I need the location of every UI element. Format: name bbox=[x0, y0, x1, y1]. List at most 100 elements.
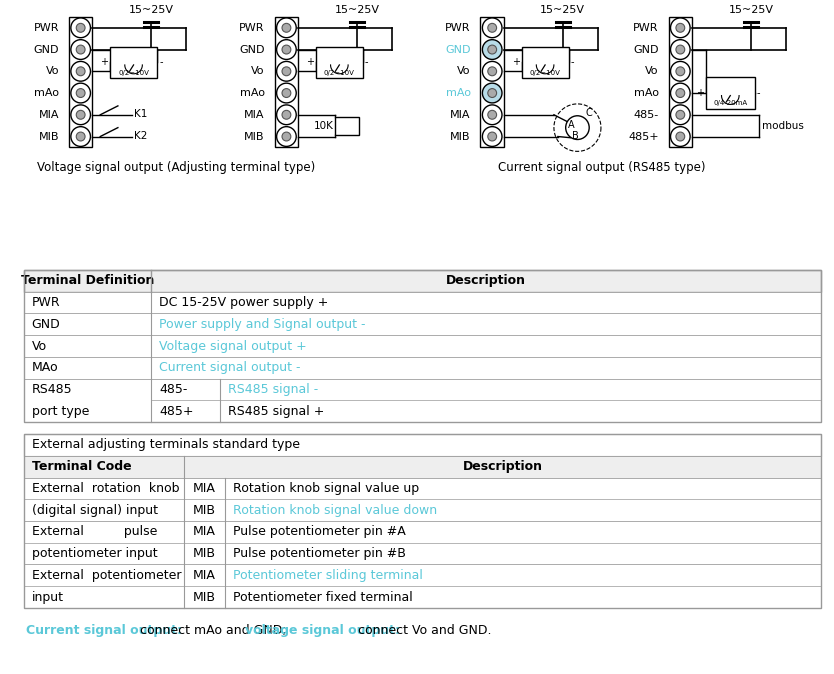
Circle shape bbox=[277, 18, 296, 38]
Circle shape bbox=[71, 40, 90, 59]
Text: Current signal output (RS485 type): Current signal output (RS485 type) bbox=[498, 161, 706, 175]
Circle shape bbox=[277, 40, 296, 59]
Text: MIA: MIA bbox=[450, 110, 470, 120]
Text: PWR: PWR bbox=[32, 296, 60, 309]
Bar bbox=[335, 117, 359, 135]
Text: +: + bbox=[696, 88, 704, 98]
Circle shape bbox=[76, 88, 85, 98]
Text: MIB: MIB bbox=[193, 590, 216, 604]
Text: 485-: 485- bbox=[634, 110, 659, 120]
Circle shape bbox=[676, 24, 685, 32]
Circle shape bbox=[671, 18, 690, 38]
Text: potentiometer input: potentiometer input bbox=[32, 547, 158, 560]
Text: Vo: Vo bbox=[646, 66, 659, 76]
Text: Vo: Vo bbox=[457, 66, 470, 76]
Bar bbox=[110, 47, 157, 78]
Circle shape bbox=[71, 127, 90, 146]
Text: 485+: 485+ bbox=[159, 405, 193, 418]
Text: +: + bbox=[100, 57, 108, 67]
Text: MIB: MIB bbox=[38, 131, 59, 142]
Text: 485+: 485+ bbox=[628, 131, 659, 142]
Text: Vo: Vo bbox=[46, 66, 59, 76]
Text: -: - bbox=[159, 57, 163, 67]
Text: Current signal output -: Current signal output - bbox=[159, 361, 300, 374]
Circle shape bbox=[76, 111, 85, 119]
Circle shape bbox=[676, 67, 685, 75]
Text: External adjusting terminals standard type: External adjusting terminals standard ty… bbox=[32, 438, 299, 452]
Text: 0/2~10V: 0/2~10V bbox=[530, 69, 560, 75]
Circle shape bbox=[76, 132, 85, 141]
Text: GND: GND bbox=[633, 44, 659, 55]
Bar bbox=[24, 357, 821, 379]
Text: Voltage signal output +: Voltage signal output + bbox=[159, 340, 307, 353]
Text: Potentiometer sliding terminal: Potentiometer sliding terminal bbox=[233, 569, 422, 582]
Text: Potentiometer fixed terminal: Potentiometer fixed terminal bbox=[233, 590, 412, 604]
Text: MIB: MIB bbox=[450, 131, 470, 142]
Text: 0/4-20mA: 0/4-20mA bbox=[713, 100, 747, 106]
Text: 15~25V: 15~25V bbox=[334, 5, 379, 15]
Text: 485-: 485- bbox=[159, 383, 188, 396]
Circle shape bbox=[488, 88, 496, 98]
Circle shape bbox=[482, 61, 502, 81]
Text: Power supply and Signal output -: Power supply and Signal output - bbox=[159, 318, 365, 331]
Bar bbox=[24, 292, 821, 313]
Circle shape bbox=[676, 132, 685, 141]
Circle shape bbox=[282, 132, 291, 141]
Text: (digital signal) input: (digital signal) input bbox=[32, 503, 158, 517]
Text: Pulse potentiometer pin #B: Pulse potentiometer pin #B bbox=[233, 547, 405, 560]
Text: Description: Description bbox=[463, 460, 542, 473]
Bar bbox=[24, 335, 821, 357]
Circle shape bbox=[482, 127, 502, 146]
Text: DC 15-25V power supply +: DC 15-25V power supply + bbox=[159, 296, 329, 309]
Text: External          pulse: External pulse bbox=[32, 525, 157, 539]
Text: MIA: MIA bbox=[193, 482, 215, 495]
Text: MIA: MIA bbox=[244, 110, 265, 120]
Text: mAo: mAo bbox=[34, 88, 59, 98]
Text: 0/2~10V: 0/2~10V bbox=[324, 69, 354, 75]
Bar bbox=[24, 565, 821, 608]
Text: MIA: MIA bbox=[38, 110, 59, 120]
Circle shape bbox=[282, 24, 291, 32]
Text: PWR: PWR bbox=[33, 23, 59, 33]
Text: Terminal Definition: Terminal Definition bbox=[21, 274, 154, 287]
Text: A: A bbox=[568, 120, 575, 129]
Text: MIA: MIA bbox=[193, 569, 215, 582]
Circle shape bbox=[671, 83, 690, 103]
Bar bbox=[706, 78, 755, 109]
Circle shape bbox=[482, 18, 502, 38]
Circle shape bbox=[671, 61, 690, 81]
Text: GND: GND bbox=[445, 44, 470, 55]
Text: Vo: Vo bbox=[251, 66, 265, 76]
Circle shape bbox=[676, 45, 685, 54]
Circle shape bbox=[565, 116, 589, 140]
Circle shape bbox=[282, 111, 291, 119]
Text: mAo: mAo bbox=[240, 88, 265, 98]
Text: port type: port type bbox=[32, 405, 89, 418]
Text: connect Vo and GND.: connect Vo and GND. bbox=[354, 623, 492, 637]
Bar bbox=[24, 434, 821, 608]
Text: Pulse potentiometer pin #A: Pulse potentiometer pin #A bbox=[233, 525, 405, 539]
Circle shape bbox=[71, 105, 90, 125]
Text: GND: GND bbox=[239, 44, 265, 55]
Bar bbox=[24, 456, 821, 477]
Circle shape bbox=[488, 111, 496, 119]
Bar bbox=[274, 17, 299, 148]
Bar bbox=[24, 477, 821, 521]
Circle shape bbox=[488, 24, 496, 32]
Circle shape bbox=[671, 127, 690, 146]
Text: 10K: 10K bbox=[314, 121, 334, 131]
Circle shape bbox=[71, 61, 90, 81]
Circle shape bbox=[482, 105, 502, 125]
Text: PWR: PWR bbox=[239, 23, 265, 33]
Text: 15~25V: 15~25V bbox=[728, 5, 773, 15]
Circle shape bbox=[71, 18, 90, 38]
Circle shape bbox=[277, 83, 296, 103]
Text: External  potentiometer: External potentiometer bbox=[32, 569, 181, 582]
Circle shape bbox=[71, 83, 90, 103]
Text: 15~25V: 15~25V bbox=[540, 5, 585, 15]
Bar bbox=[69, 17, 93, 148]
Text: External  rotation  knob: External rotation knob bbox=[32, 482, 179, 495]
Circle shape bbox=[282, 45, 291, 54]
Text: modbus: modbus bbox=[761, 121, 803, 131]
Circle shape bbox=[676, 88, 685, 98]
